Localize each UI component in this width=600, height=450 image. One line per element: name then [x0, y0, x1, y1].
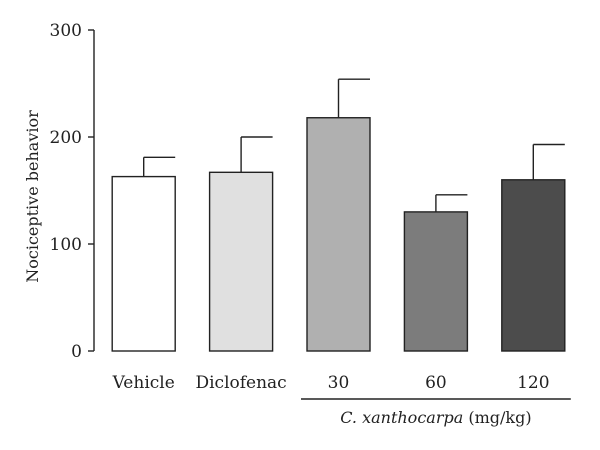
y-tick-label: 200: [50, 128, 82, 148]
x-tick-label: Vehicle: [112, 373, 175, 393]
bar-60: [403, 211, 469, 352]
y-tick-label: 300: [50, 21, 82, 41]
y-tick-label: 100: [50, 235, 82, 255]
group-label: C. xanthocarpa (mg/kg): [340, 408, 531, 427]
bars: [111, 78, 566, 352]
bar-120: [501, 179, 566, 352]
x-tick-labels: Vehicle Diclofenac 30 60 120: [112, 373, 550, 393]
y-tick-label: 0: [71, 342, 82, 362]
bar-30: [306, 117, 371, 352]
x-tick-label: 60: [425, 373, 447, 393]
y-axis-label: Nociceptive behavior: [23, 110, 42, 283]
bar-vehicle: [111, 175, 176, 352]
group-label-species: C. xanthocarpa: [340, 408, 463, 427]
x-tick-label: 30: [328, 373, 350, 393]
group-label-unit: (mg/kg): [463, 408, 531, 427]
y-axis: 0 100 200 300: [50, 21, 95, 362]
x-tick-label: Diclofenac: [195, 373, 286, 393]
bar-diclofenac: [208, 171, 274, 352]
x-tick-label: 120: [517, 373, 549, 393]
